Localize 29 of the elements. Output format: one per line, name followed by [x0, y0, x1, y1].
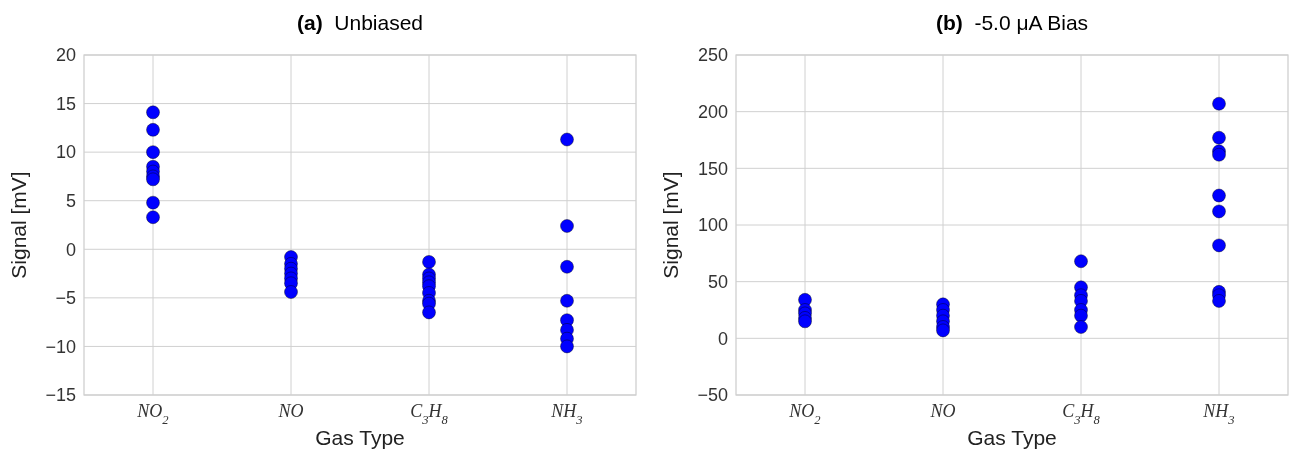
y-tick-label: −50: [697, 385, 728, 406]
y-tick-label: −10: [45, 336, 76, 357]
y-tick-label: 250: [697, 45, 728, 66]
x-tick-label: C$_{3}$H$_{8}$: [410, 401, 449, 427]
chart-title: (b) -5.0 μA Bias: [935, 11, 1089, 34]
x-tick-label: NH$_{3}$: [550, 401, 583, 427]
chart-title: (a) Unbiased: [296, 11, 424, 34]
x-tick-label: NO$_{2}$: [136, 401, 170, 427]
y-tick-label: 50: [707, 271, 728, 292]
y-tick-label: 100: [697, 215, 728, 236]
x-tick-label: NH$_{3}$: [1202, 401, 1235, 427]
x-axis-title: Gas Type: [315, 426, 405, 449]
x-axis-title: Gas Type: [967, 426, 1057, 449]
x-tick-label: NO$_{2}$: [788, 401, 822, 427]
y-tick-label: 15: [55, 93, 76, 114]
y-axis-title: Signal [mV]: [659, 171, 682, 279]
x-tick-label: NO: [929, 401, 956, 421]
x-tick-label: C$_{3}$H$_{8}$: [1062, 401, 1101, 427]
y-tick-label: 10: [55, 142, 76, 163]
y-tick-label: 150: [697, 158, 728, 179]
y-tick-label: 0: [65, 239, 76, 260]
y-axis-title: Signal [mV]: [7, 171, 30, 279]
y-tick-label: 0: [717, 328, 728, 349]
x-tick-label: NO: [277, 401, 304, 421]
y-tick-label: 20: [55, 45, 76, 66]
y-tick-label: 200: [697, 101, 728, 122]
y-tick-label: −5: [55, 288, 76, 309]
y-tick-label: 5: [65, 191, 76, 212]
y-tick-label: −15: [45, 385, 76, 406]
